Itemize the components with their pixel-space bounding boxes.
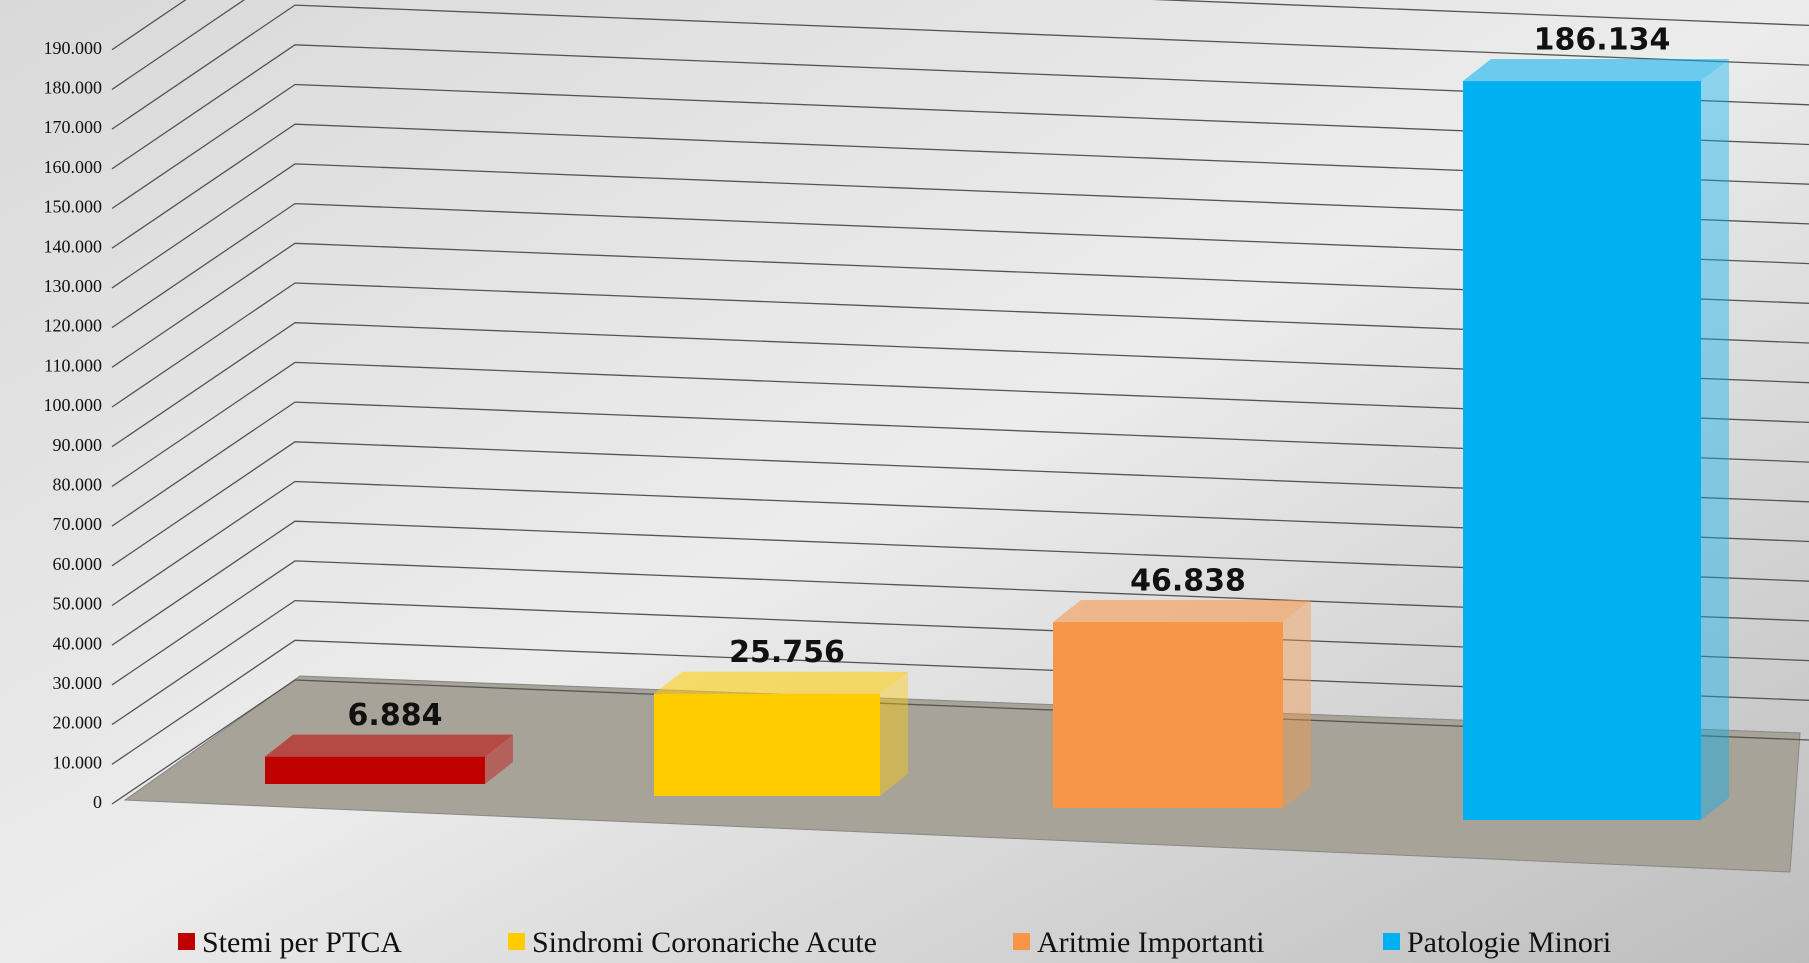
y-tick-label: 170.000 <box>44 117 103 137</box>
grid-line <box>111 520 1809 646</box>
bar <box>265 756 485 784</box>
grid-line <box>111 123 1809 249</box>
bar-side <box>1283 600 1311 808</box>
y-tick-label: 60.000 <box>53 554 103 574</box>
value-label: 25.756 <box>729 635 845 670</box>
y-tick-label: 20.000 <box>53 713 103 733</box>
grid-line <box>111 480 1809 607</box>
grid-line <box>111 0 187 51</box>
y-tick-label: 140.000 <box>44 236 103 256</box>
y-tick-label: 160.000 <box>44 157 103 177</box>
bar <box>1463 81 1701 820</box>
legend-label: Aritmie Importanti <box>1037 926 1264 959</box>
legend-swatch <box>1383 933 1400 950</box>
bar-side <box>880 671 908 796</box>
grid-line <box>111 83 1809 210</box>
grid-line <box>111 202 1809 329</box>
bar-side <box>485 734 513 784</box>
y-tick-label: 130.000 <box>44 276 103 296</box>
y-tick-label: 190.000 <box>44 38 103 58</box>
bar <box>1053 622 1283 808</box>
y-tick-label: 70.000 <box>53 514 103 534</box>
y-tick-label: 80.000 <box>53 475 103 495</box>
bar-top <box>265 734 513 757</box>
legend-swatch <box>508 933 525 950</box>
legend-swatch <box>1013 933 1030 950</box>
grid-line <box>111 679 1809 805</box>
y-tick-label: 0 <box>93 792 102 812</box>
y-tick-label: 100.000 <box>44 395 103 415</box>
y-tick-label: 40.000 <box>53 633 103 653</box>
grid-line <box>111 599 1809 726</box>
bar-top <box>654 671 908 694</box>
bar-top <box>1463 59 1729 82</box>
y-tick-label: 30.000 <box>53 673 103 693</box>
legend-swatch <box>178 933 195 950</box>
legend-label: Sindromi Coronariche Acute <box>532 926 877 959</box>
y-tick-label: 110.000 <box>44 355 102 375</box>
bar-side <box>1701 59 1729 820</box>
grid-line <box>111 4 1809 130</box>
grid-line <box>111 242 1809 368</box>
value-label: 186.134 <box>1534 23 1671 58</box>
value-label: 46.838 <box>1130 564 1246 599</box>
y-tick-label: 50.000 <box>53 594 103 614</box>
value-label: 6.884 <box>348 698 443 733</box>
y-tick-label: 90.000 <box>53 435 103 455</box>
grid-line <box>111 322 1809 448</box>
legend-label: Patologie Minori <box>1407 926 1611 959</box>
bar-top <box>1053 600 1311 623</box>
bar <box>654 693 880 796</box>
grid-line <box>111 361 1809 487</box>
grid-line <box>111 44 1809 170</box>
grid-line <box>111 282 1809 408</box>
y-tick-label: 10.000 <box>53 752 103 772</box>
grid-line <box>111 639 1809 765</box>
grid-line <box>111 0 1809 90</box>
y-tick-label: 120.000 <box>44 316 103 336</box>
y-tick-label: 150.000 <box>44 197 103 217</box>
grid-line <box>111 163 1809 289</box>
grid-line <box>111 401 1809 527</box>
legend-label: Stemi per PTCA <box>202 926 402 959</box>
y-tick-label: 180.000 <box>44 78 103 98</box>
floor <box>123 675 1801 873</box>
grid-line <box>111 441 1809 567</box>
